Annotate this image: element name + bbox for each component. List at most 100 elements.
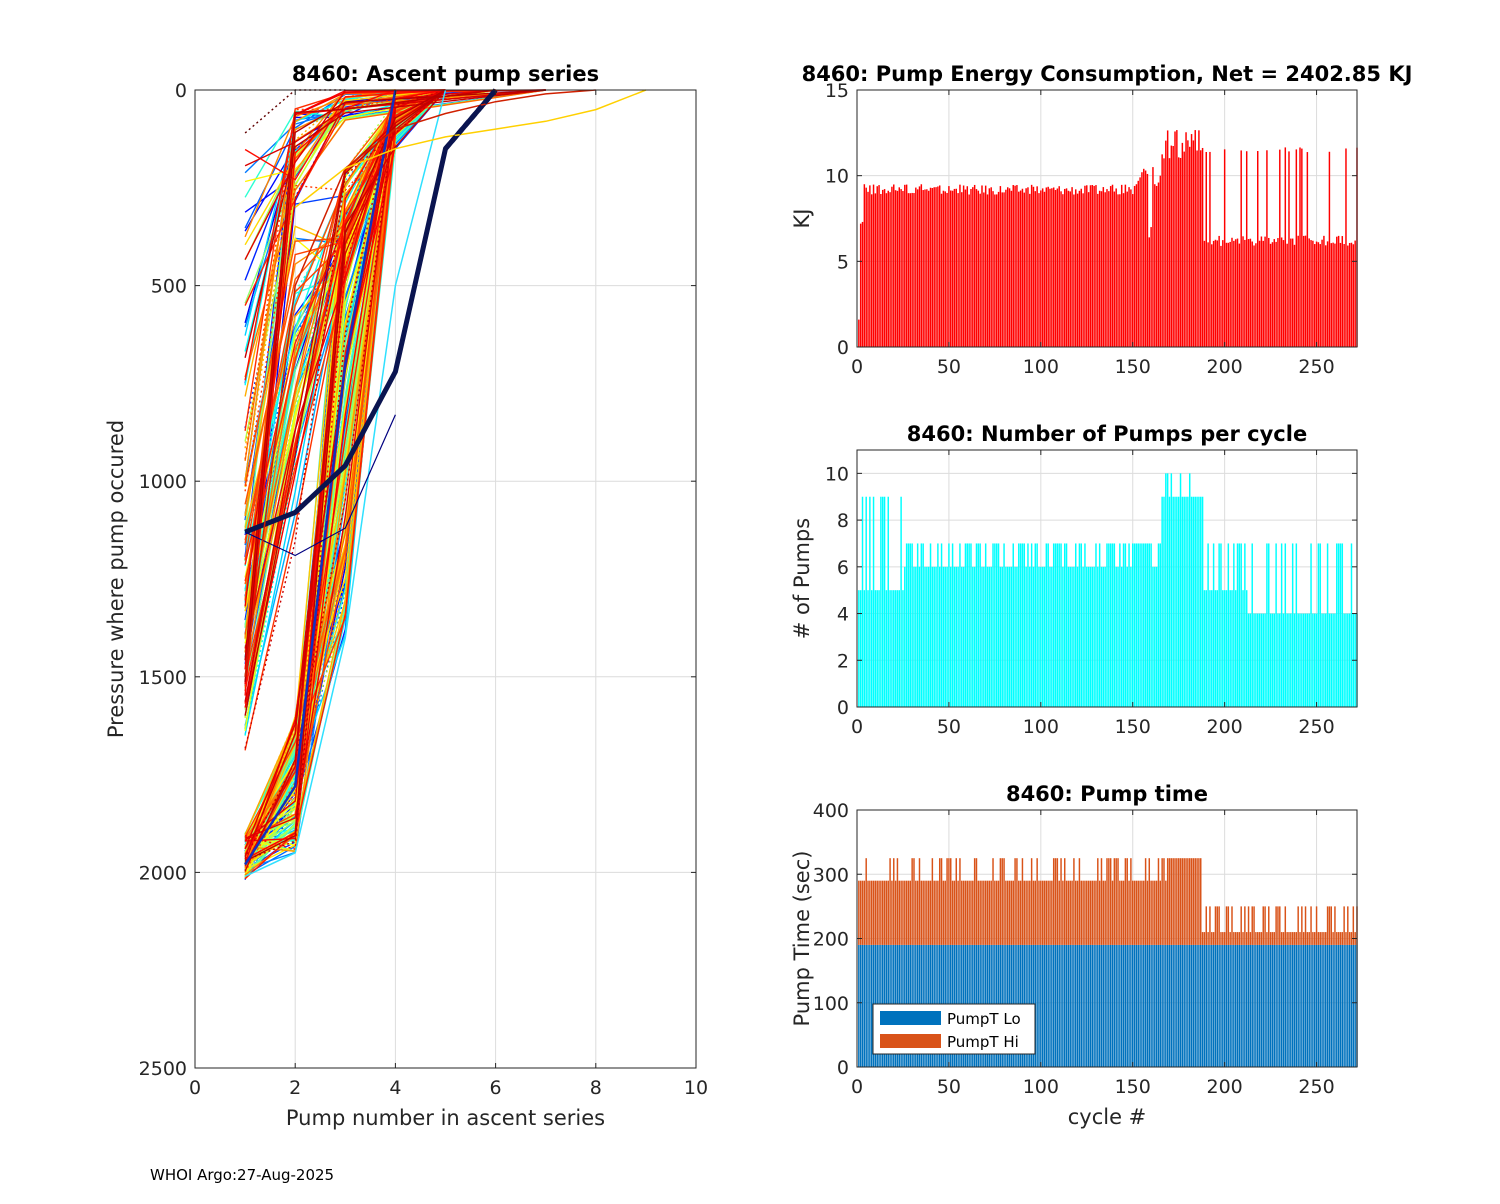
bar — [944, 566, 946, 707]
bar — [999, 566, 1002, 707]
bar — [887, 496, 889, 707]
bar — [1168, 496, 1171, 707]
bar — [900, 189, 902, 347]
bar — [1115, 566, 1117, 707]
bar — [1313, 613, 1316, 707]
bar-pumpt-hi — [1124, 858, 1127, 945]
bar-pumpt-hi — [938, 858, 941, 945]
bar — [1038, 193, 1040, 347]
bar-pumpt-hi — [1067, 880, 1070, 945]
bar-pumpt-hi — [1312, 932, 1314, 945]
bar-pumpt-hi — [1264, 906, 1266, 945]
bar — [883, 189, 886, 347]
ascent-series-mid-thin — [244, 414, 396, 557]
bar-pumpt-lo — [1214, 944, 1217, 1067]
bar — [911, 543, 913, 707]
bar-pumpt-lo — [1253, 944, 1255, 1067]
bar — [1223, 590, 1226, 707]
bar-pumpt-hi — [1321, 932, 1323, 945]
legend: PumpT Lo PumpT Hi — [872, 1003, 1036, 1055]
bar-pumpt-lo — [1143, 944, 1145, 1067]
bar — [1192, 496, 1195, 707]
bar-pumpt-hi — [1295, 932, 1298, 945]
bar-pumpt-lo — [1062, 944, 1064, 1067]
bar-pumpt-hi — [933, 880, 935, 945]
bar — [966, 186, 969, 347]
bar — [1056, 543, 1059, 707]
bar — [1102, 566, 1105, 707]
bar — [1194, 130, 1196, 347]
bar — [1339, 543, 1342, 707]
bar — [1049, 188, 1051, 347]
bar — [1317, 543, 1320, 707]
bar — [964, 543, 967, 707]
y-tick-label: 2500 — [139, 1058, 187, 1080]
bar-pumpt-lo — [1056, 944, 1059, 1067]
bar-pumpt-lo — [1282, 944, 1285, 1067]
bar — [924, 189, 926, 347]
bar-pumpt-hi — [1080, 880, 1082, 945]
bar-pumpt-lo — [1188, 944, 1191, 1067]
bar-pumpt-hi — [1063, 858, 1066, 945]
bar-pumpt-hi — [1029, 880, 1031, 945]
bar — [922, 543, 924, 707]
x-tick-label: 250 — [1298, 716, 1334, 738]
bar — [1069, 191, 1071, 347]
bar — [876, 590, 878, 707]
bar — [1019, 543, 1022, 707]
ascent-series-line — [244, 89, 446, 841]
ascent-series-deep-cyan — [244, 89, 447, 877]
bar — [970, 189, 972, 347]
ascent-series-line — [244, 111, 397, 839]
bar-pumpt-lo — [1302, 944, 1305, 1067]
bar — [1233, 543, 1235, 707]
bar-pumpt-lo — [1319, 944, 1321, 1067]
bar — [878, 185, 880, 347]
bar-pumpt-lo — [1337, 944, 1340, 1067]
bar-pumpt-hi — [898, 880, 901, 945]
bar — [1021, 543, 1024, 707]
bar-pumpt-hi — [1117, 858, 1119, 945]
bar — [1290, 613, 1292, 707]
bar — [1249, 238, 1252, 347]
bar — [1348, 242, 1351, 347]
bar-pumpt-lo — [1325, 944, 1327, 1067]
bar-pumpt-hi — [1137, 880, 1139, 945]
bar-pumpt-hi — [1106, 858, 1108, 945]
bar-pumpt-lo — [1177, 944, 1180, 1067]
bar — [1132, 194, 1134, 347]
x-tick-label: 10 — [684, 1077, 708, 1099]
y-axis-label: Pump Time (sec) — [790, 851, 814, 1027]
bar-pumpt-hi — [1152, 880, 1154, 945]
bar — [1034, 191, 1037, 347]
bar-pumpt-hi — [1229, 932, 1231, 945]
bar — [1225, 242, 1228, 347]
bar — [1222, 240, 1224, 347]
bar — [918, 566, 921, 707]
bar — [1312, 240, 1314, 347]
bar-pumpt-lo — [1111, 944, 1114, 1067]
x-tick-label: 150 — [1115, 716, 1151, 738]
bar-pumpt-lo — [1166, 944, 1169, 1067]
bar — [1062, 194, 1064, 347]
bar — [1056, 188, 1059, 347]
bar — [1187, 496, 1189, 707]
bar — [1052, 187, 1055, 347]
bar — [1220, 543, 1222, 707]
bar-pumpt-hi — [1271, 932, 1274, 945]
bar — [1078, 190, 1081, 347]
bar — [1137, 180, 1139, 347]
bar-pumpt-lo — [1312, 944, 1314, 1067]
y-tick-label: 0 — [837, 697, 849, 719]
bar-pumpt-lo — [1245, 944, 1248, 1067]
bar — [995, 194, 998, 347]
bar-pumpt-hi — [1043, 880, 1046, 945]
bar — [1130, 189, 1132, 347]
bar-pumpt-hi — [1222, 932, 1224, 945]
bar-pumpt-lo — [1247, 944, 1250, 1067]
bar-pumpt-hi — [1159, 880, 1162, 945]
bar — [1036, 543, 1038, 707]
bar-pumpt-hi — [1275, 906, 1277, 945]
ascent-series-line — [244, 89, 446, 857]
bar-pumpt-hi — [1231, 906, 1233, 945]
